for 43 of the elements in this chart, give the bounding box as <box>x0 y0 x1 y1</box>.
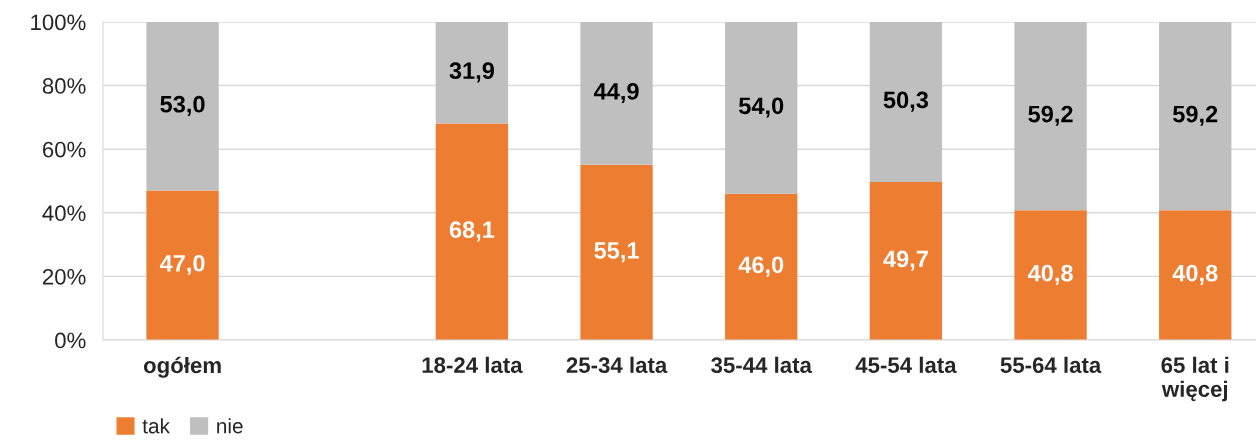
x-tick-label: 45-54 lata <box>855 356 957 374</box>
data-label: 54,0 <box>738 97 784 118</box>
data-label: 44,9 <box>593 82 639 104</box>
y-tick-label: 20% <box>42 268 86 285</box>
bar <box>1014 21 1087 211</box>
data-label: 59,2 <box>1028 105 1073 126</box>
data-label: 47,0 <box>159 254 205 276</box>
data-label: 55,1 <box>594 242 639 263</box>
x-tick-label: 18-24 lata <box>422 356 523 374</box>
y-tick-label: 60% <box>42 141 86 158</box>
x-tick-label: 65 lat i więcej <box>1161 356 1229 402</box>
data-label: 31,9 <box>449 62 494 83</box>
data-label: 59,2 <box>1172 105 1218 126</box>
data-label: 50,3 <box>883 91 929 112</box>
x-tick-label: ogółem <box>143 356 221 378</box>
data-label: 68,1 <box>449 221 495 242</box>
x-tick-label: 55-64 lata <box>1000 356 1102 374</box>
bar <box>725 193 798 341</box>
legend-label: tak <box>142 418 170 434</box>
bar <box>1159 21 1232 211</box>
data-label: 40,8 <box>1172 264 1218 285</box>
bar <box>146 21 219 191</box>
data-label: 53,0 <box>160 95 205 116</box>
y-tick-label: 80% <box>42 78 86 94</box>
bar <box>725 21 798 194</box>
bar <box>146 190 219 341</box>
data-label: 40,8 <box>1027 264 1073 285</box>
bar <box>580 164 653 341</box>
bar <box>869 21 943 182</box>
bar <box>580 21 653 165</box>
bar <box>435 123 509 341</box>
y-tick-label: 40% <box>42 205 86 222</box>
x-tick-label: 35-44 lata <box>711 356 813 374</box>
y-tick-label: 0% <box>55 332 86 349</box>
bar <box>1014 210 1087 341</box>
x-tick-label: 25-34 lata <box>566 356 668 374</box>
bar <box>435 21 509 124</box>
data-label: 49,7 <box>883 250 928 271</box>
data-label: 46,0 <box>738 256 784 277</box>
bar <box>869 181 943 341</box>
bar <box>1159 210 1232 341</box>
legend-label: nie <box>217 418 243 434</box>
y-tick-label: 100% <box>31 14 86 31</box>
